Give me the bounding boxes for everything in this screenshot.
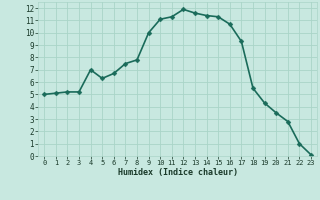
X-axis label: Humidex (Indice chaleur): Humidex (Indice chaleur): [118, 168, 238, 177]
